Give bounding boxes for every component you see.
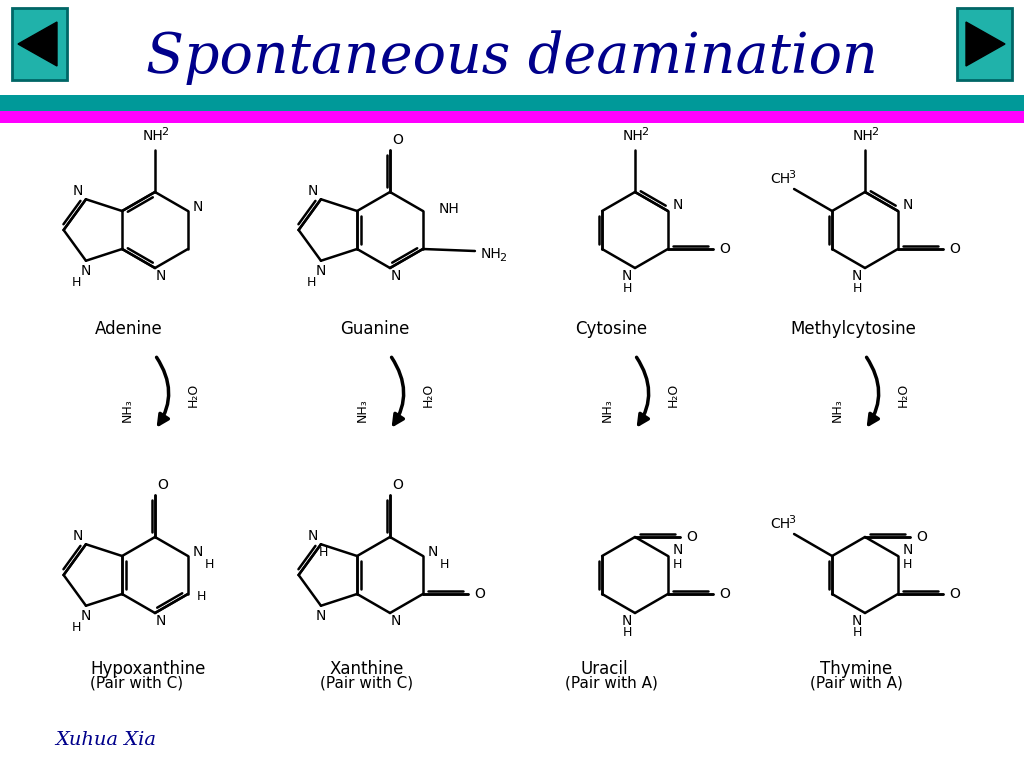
Text: 3: 3	[788, 170, 796, 180]
Text: O: O	[686, 530, 697, 544]
Text: NH₃: NH₃	[355, 398, 369, 422]
Text: N: N	[156, 269, 166, 283]
Text: H₂O: H₂O	[667, 383, 680, 407]
Bar	[0, 111, 1024, 123]
Text: N: N	[193, 200, 203, 214]
Text: NH: NH	[439, 202, 460, 216]
Text: NH: NH	[853, 129, 873, 143]
Text: H: H	[440, 558, 450, 571]
Text: NH: NH	[623, 129, 643, 143]
Text: O: O	[158, 478, 168, 492]
Text: N: N	[315, 263, 326, 278]
Bar	[0, 95, 1024, 111]
FancyArrowPatch shape	[866, 357, 879, 425]
Text: N: N	[428, 545, 438, 559]
Text: N: N	[391, 269, 401, 283]
Text: H: H	[72, 621, 81, 634]
Text: Thymine: Thymine	[820, 660, 892, 678]
Text: Guanine: Guanine	[340, 320, 410, 338]
Text: H: H	[903, 558, 912, 571]
Text: 2: 2	[500, 253, 507, 263]
Text: (Pair with C): (Pair with C)	[319, 676, 413, 691]
Text: N: N	[903, 198, 913, 212]
Text: Hypoxanthine: Hypoxanthine	[90, 660, 206, 678]
Text: Adenine: Adenine	[95, 320, 163, 338]
Text: N: N	[852, 614, 862, 628]
Text: H₂O: H₂O	[422, 383, 434, 407]
Text: H: H	[623, 282, 632, 294]
Text: Uracil: Uracil	[580, 660, 628, 678]
Text: H: H	[673, 558, 683, 571]
Text: H: H	[306, 276, 315, 290]
Text: N: N	[391, 614, 401, 628]
Text: H: H	[852, 282, 861, 294]
Text: Methylcytosine: Methylcytosine	[790, 320, 915, 338]
Text: 3: 3	[788, 515, 796, 525]
Text: CH: CH	[770, 517, 791, 531]
Text: N: N	[156, 614, 166, 628]
Text: NH: NH	[142, 129, 164, 143]
Text: N: N	[308, 529, 318, 543]
Text: N: N	[903, 543, 913, 557]
Text: (Pair with C): (Pair with C)	[90, 676, 183, 691]
Text: H: H	[623, 627, 632, 640]
Text: 2: 2	[162, 127, 169, 137]
Text: H: H	[72, 276, 81, 290]
Text: 2: 2	[641, 127, 648, 137]
Text: O: O	[949, 587, 961, 601]
Text: Xanthine: Xanthine	[330, 660, 404, 678]
Text: N: N	[73, 184, 83, 198]
Bar	[957, 8, 1012, 80]
Text: N: N	[622, 269, 632, 283]
Text: 2: 2	[871, 127, 879, 137]
FancyArrowPatch shape	[157, 357, 169, 425]
Text: O: O	[474, 587, 485, 601]
Text: O: O	[916, 530, 928, 544]
Bar	[12, 8, 67, 80]
Text: H: H	[852, 627, 861, 640]
Text: NH₃: NH₃	[830, 398, 844, 422]
Bar	[0, 0, 1024, 95]
Text: N: N	[193, 545, 203, 559]
Polygon shape	[18, 22, 57, 66]
Text: CH: CH	[770, 172, 791, 186]
Text: H₂O: H₂O	[186, 383, 200, 407]
Text: O: O	[720, 242, 730, 256]
Text: O: O	[392, 478, 403, 492]
Text: Spontaneous deamination: Spontaneous deamination	[146, 31, 878, 85]
Text: N: N	[315, 609, 326, 623]
Text: N: N	[308, 184, 318, 198]
Text: N: N	[81, 263, 91, 278]
FancyArrowPatch shape	[391, 357, 403, 425]
Text: (Pair with A): (Pair with A)	[565, 676, 657, 691]
Text: H: H	[205, 558, 215, 571]
Text: N: N	[673, 543, 683, 557]
Text: NH₃: NH₃	[121, 398, 133, 422]
Text: Cytosine: Cytosine	[575, 320, 647, 338]
Text: O: O	[720, 587, 730, 601]
Polygon shape	[966, 22, 1005, 66]
Text: H: H	[198, 590, 207, 603]
Text: N: N	[622, 614, 632, 628]
FancyArrowPatch shape	[637, 357, 648, 425]
Text: (Pair with A): (Pair with A)	[810, 676, 903, 691]
Text: O: O	[392, 133, 403, 147]
Text: NH: NH	[481, 247, 502, 261]
Text: N: N	[673, 198, 683, 212]
Text: O: O	[949, 242, 961, 256]
Text: N: N	[852, 269, 862, 283]
Text: H₂O: H₂O	[896, 383, 909, 407]
Text: NH₃: NH₃	[600, 398, 613, 422]
Text: N: N	[73, 529, 83, 543]
Text: N: N	[81, 609, 91, 623]
Text: Xuhua Xia: Xuhua Xia	[55, 731, 156, 749]
Text: H: H	[318, 546, 328, 559]
